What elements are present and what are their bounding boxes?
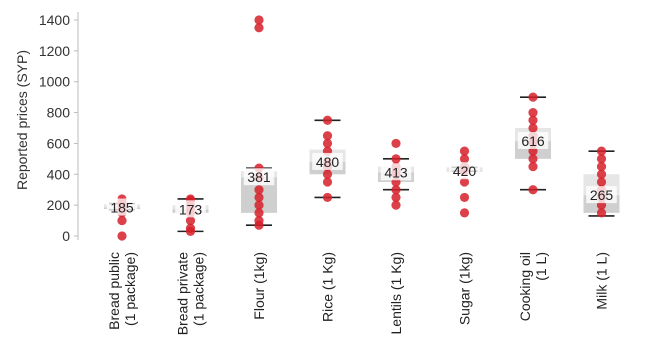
category-group: 420	[446, 146, 483, 218]
data-point	[322, 169, 333, 179]
data-point	[254, 23, 264, 33]
y-tick-label: 400	[47, 166, 71, 182]
data-point	[254, 200, 264, 210]
median-label-bg	[312, 152, 343, 170]
data-point	[596, 161, 607, 172]
data-point	[254, 192, 264, 203]
x-tick-label-line: (1 package)	[122, 252, 138, 326]
x-tick-label: Cooking oil(1 L)	[517, 252, 549, 321]
data-point	[596, 154, 607, 164]
median-label-bg	[517, 131, 549, 149]
data-point	[117, 215, 127, 226]
y-tick-label: 600	[47, 135, 71, 151]
category-group: 381	[241, 15, 277, 230]
category-group: 616	[515, 92, 551, 195]
median-label: 185	[110, 199, 134, 215]
y-tick-label: 0	[62, 228, 70, 244]
data-point	[596, 169, 607, 179]
data-point	[391, 138, 401, 149]
y-tick-label: 200	[47, 197, 71, 213]
x-tick-label: Bread private(1 package)	[175, 252, 207, 335]
data-point	[254, 185, 264, 195]
data-point	[596, 146, 607, 156]
data-point	[117, 231, 127, 241]
category-group: 413	[378, 138, 414, 210]
x-tick-label-line: Bread public	[106, 252, 122, 330]
x-tick-label: Flour (1kg)	[251, 252, 267, 320]
data-point	[185, 223, 196, 233]
y-tick-label: 800	[47, 105, 71, 121]
x-axis-labels: Bread public(1 package) Bread private(1 p…	[106, 252, 610, 335]
median-label-bg	[243, 168, 275, 186]
median-label: 173	[179, 201, 203, 217]
data-point	[391, 185, 401, 195]
y-tick-label: 1200	[39, 43, 70, 59]
data-point	[459, 192, 470, 203]
data-point	[391, 154, 401, 164]
data-point	[322, 138, 333, 149]
y-tick-label: 1000	[39, 74, 70, 90]
data-point	[322, 192, 333, 203]
x-tick-label: Milk (1 L)	[594, 252, 610, 310]
data-point	[528, 185, 538, 195]
x-tick-label-line: Lentils (1 Kg)	[388, 252, 404, 334]
x-tick-label: Sugar (1kg)	[457, 252, 473, 325]
x-tick-label-line: Bread private	[175, 252, 191, 335]
data-point	[254, 208, 264, 218]
category-group: 265	[583, 146, 620, 218]
median-label: 381	[247, 169, 271, 185]
data-point	[391, 200, 401, 210]
x-tick-label-line: (1 L)	[533, 252, 549, 281]
data-point	[459, 146, 470, 156]
data-point	[322, 131, 333, 141]
x-tick-label-line: Rice (1 Kg)	[320, 252, 336, 322]
median-label: 420	[453, 163, 477, 179]
x-tick-label-line: Milk (1 L)	[594, 252, 610, 310]
x-tick-label: Bread public(1 package)	[106, 252, 138, 330]
median-label-bg	[586, 186, 617, 204]
data-point	[459, 177, 470, 187]
x-tick-label: Rice (1 Kg)	[320, 252, 336, 322]
data-point	[254, 215, 264, 226]
median-label: 616	[521, 133, 545, 149]
median-label-bg	[380, 163, 412, 181]
data-point	[254, 15, 264, 25]
category-group: 480	[309, 115, 346, 203]
data-point	[596, 177, 607, 187]
data-point	[322, 177, 333, 187]
median-label-bg	[106, 198, 138, 216]
median-label-bg	[175, 200, 206, 218]
category-groups: 185 173 381 480 413 420 616 265	[104, 15, 620, 241]
y-tick-label: 1400	[39, 12, 70, 28]
median-label-bg	[449, 162, 480, 180]
median-label: 265	[590, 187, 614, 203]
category-group: 173	[172, 194, 209, 236]
data-point	[528, 123, 538, 133]
x-tick-label-line: Flour (1kg)	[251, 252, 267, 320]
data-point	[459, 154, 470, 164]
median-label: 413	[384, 164, 408, 180]
data-point	[528, 154, 538, 164]
x-tick-label-line: (1 package)	[191, 252, 207, 326]
data-point	[322, 115, 333, 125]
data-point	[528, 161, 538, 172]
data-point	[528, 92, 538, 102]
data-point	[596, 208, 607, 218]
data-point	[528, 107, 538, 118]
median-label: 480	[316, 154, 340, 170]
x-tick-label-line: Cooking oil	[517, 252, 533, 321]
y-axis-ticks: 0 200 400 600 800 1000 1200 1400	[39, 12, 78, 244]
x-tick-label: Lentils (1 Kg)	[388, 252, 404, 334]
y-axis-title: Reported prices (SYP)	[14, 50, 30, 190]
data-point	[185, 215, 196, 226]
x-tick-label-line: Sugar (1kg)	[457, 252, 473, 325]
data-point	[528, 115, 538, 125]
category-group: 185	[104, 194, 140, 241]
data-point	[391, 192, 401, 203]
data-point	[459, 208, 470, 218]
